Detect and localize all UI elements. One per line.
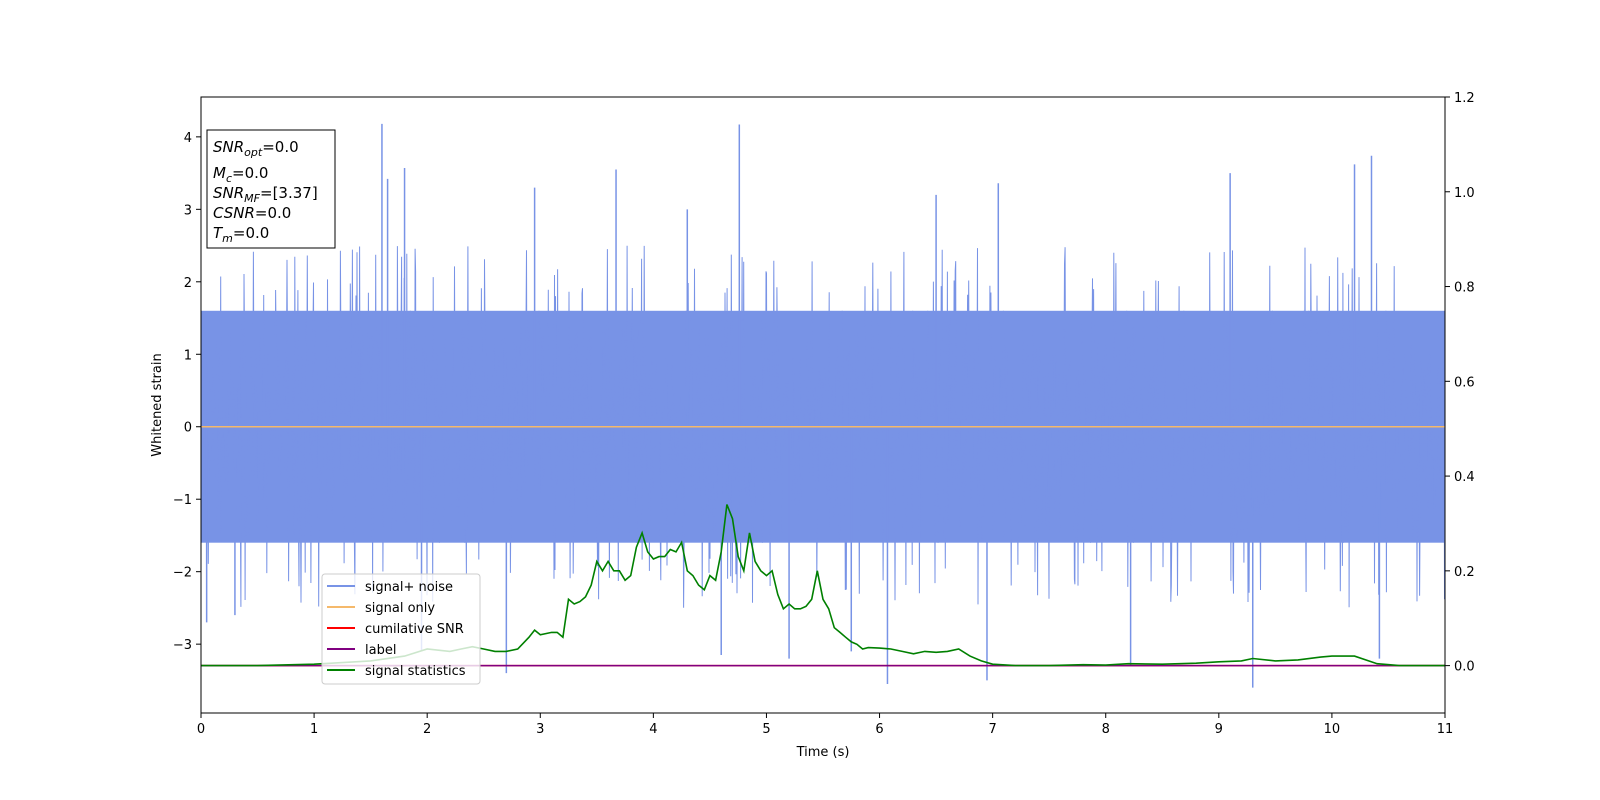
info-line-value: =[3.37]: [260, 184, 318, 202]
x-tick-label: 1: [310, 722, 318, 737]
x-tick-label: 5: [762, 722, 770, 737]
y2-tick-label: 0.4: [1454, 470, 1475, 485]
x-tick-label: 2: [423, 722, 431, 737]
info-line: CSNR=0.0: [213, 204, 291, 222]
y-tick-label: 2: [184, 276, 192, 291]
legend: signal+ noise signal only cumilative SNR la…: [321, 573, 481, 685]
info-line-value: =0.0: [233, 224, 269, 242]
y-tick-label: 0: [184, 421, 192, 436]
y-tick-label: −1: [173, 493, 192, 508]
y2-tick-label: 0.2: [1454, 565, 1475, 580]
info-line-subscript: c: [226, 172, 232, 185]
signal-statistics-line: [201, 504, 1445, 667]
legend-label: cumilative SNR: [365, 622, 464, 637]
x-tick-label: 8: [1102, 722, 1110, 737]
x-tick-label: 0: [197, 722, 205, 737]
info-line-symbol: M: [213, 164, 226, 182]
y-axis-label: Whitened strain: [150, 353, 165, 456]
y-axis-left: −3 −2 −1 0 1 2 3 4: [173, 131, 201, 653]
info-line-value: =0.0: [232, 164, 268, 182]
noise-trace: [201, 245, 1445, 608]
y-axis-right: 0.0 0.2 0.4 0.6 0.8 1.0 1.2: [1445, 91, 1475, 675]
info-line-subscript: m: [222, 232, 233, 245]
legend-frame: [321, 573, 481, 685]
legend-label: label: [365, 643, 396, 658]
y2-tick-label: 0.0: [1454, 660, 1475, 675]
y-tick-label: 1: [184, 348, 192, 363]
info-box: SNRopt=0.0Mc=0.0SNRMF=[3.37]CSNR=0.0Tm=0…: [206, 129, 336, 249]
y2-tick-label: 1.0: [1454, 186, 1475, 201]
info-line: Tm=0.0: [213, 224, 269, 245]
x-tick-label: 9: [1215, 722, 1223, 737]
x-tick-label: 4: [649, 722, 657, 737]
info-line-value: =0.0: [262, 138, 298, 156]
info-line-subscript: opt: [244, 146, 263, 159]
x-axis-label: Time (s): [796, 745, 850, 760]
y2-tick-label: 0.6: [1454, 375, 1475, 390]
x-tick-label: 6: [875, 722, 883, 737]
info-line-symbol: CSNR: [213, 204, 255, 222]
x-tick-label: 11: [1437, 722, 1454, 737]
y-tick-label: 4: [184, 131, 192, 146]
info-line: SNRMF=[3.37]: [213, 184, 318, 205]
x-tick-label: 7: [988, 722, 996, 737]
x-tick-label: 10: [1324, 722, 1341, 737]
y-tick-label: −2: [173, 566, 192, 581]
y-tick-label: 3: [184, 203, 192, 218]
plot-frame: [200, 96, 1446, 714]
legend-label: signal only: [365, 601, 435, 616]
legend-label: signal statistics: [365, 664, 466, 679]
info-box-frame: [206, 129, 336, 249]
info-line-symbol: T: [213, 224, 224, 242]
x-axis: 0 1 2 3 4 5 6 7 8 9 10 11: [197, 713, 1453, 737]
info-line-value: =0.0: [255, 204, 291, 222]
legend-label: signal+ noise: [365, 580, 453, 595]
y2-tick-label: 0.8: [1454, 281, 1475, 296]
x-tick-label: 3: [536, 722, 544, 737]
info-line-symbol: SNR: [213, 184, 244, 202]
y-tick-label: −3: [173, 638, 192, 653]
info-line: Mc=0.0: [213, 164, 268, 185]
info-line-symbol: SNR: [213, 138, 244, 156]
info-line: SNRopt=0.0: [213, 138, 299, 159]
info-line-subscript: MF: [244, 192, 260, 205]
y2-tick-label: 1.2: [1454, 91, 1475, 106]
